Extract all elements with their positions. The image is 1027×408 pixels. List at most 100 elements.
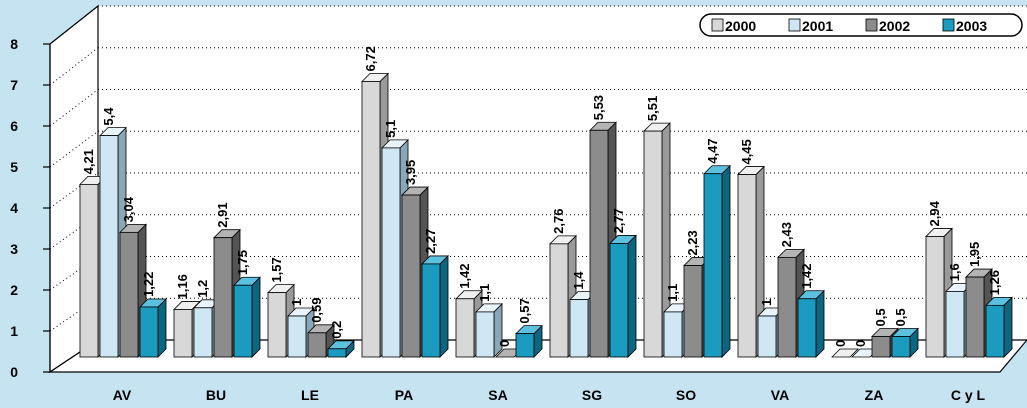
data-label: 2,43 [779, 222, 794, 247]
bar-front [267, 292, 287, 358]
legend-label: 2000 [725, 18, 756, 34]
y-tick-label: 3 [10, 241, 18, 257]
data-label: 3,04 [121, 196, 136, 222]
data-label: 4,45 [739, 139, 754, 164]
legend-swatch [788, 18, 801, 32]
data-label: 1,16 [175, 274, 190, 299]
bar-side [721, 164, 731, 358]
bar-front [643, 130, 663, 358]
bar-front [173, 309, 193, 358]
y-tick-label: 1 [10, 323, 18, 339]
bar-front [663, 311, 683, 358]
bar-front [683, 265, 703, 358]
bar-2003-PA: 2,27 [421, 229, 449, 358]
data-label: 1,2 [195, 280, 210, 298]
bar-2003-BU: 1,75 [233, 250, 261, 358]
bar-front [287, 315, 307, 358]
x-tick-label: LE [301, 387, 319, 403]
x-tick-label: SA [488, 387, 507, 403]
legend-label: 2001 [802, 18, 833, 34]
x-tick-label: SG [582, 387, 602, 403]
data-label: 2,23 [685, 230, 700, 255]
y-tick-label: 8 [10, 36, 18, 52]
bar-front [985, 304, 1005, 358]
bar-front [757, 315, 777, 358]
bar-front [213, 237, 233, 358]
bar-front [737, 174, 757, 358]
bar-front [609, 243, 629, 358]
data-label: 1 [759, 299, 774, 306]
data-label: 1,4 [571, 271, 586, 290]
bar-front [925, 236, 945, 358]
x-tick-label: SO [676, 387, 696, 403]
bar-front [193, 307, 213, 358]
y-tick-label: 6 [10, 118, 18, 134]
bar-front [871, 336, 891, 358]
bar-side [815, 289, 825, 358]
bar-front [965, 276, 985, 358]
data-label: 1,42 [457, 263, 472, 288]
data-label: 0,57 [517, 298, 532, 323]
bar-front [569, 299, 589, 358]
y-tick-label: 2 [10, 282, 18, 298]
bars: 4,21 5,4 3,04 1,22 1,16 1,2 2,91 1,75 1,57 1 0,59 0… [79, 46, 1013, 358]
bar-front [891, 336, 911, 358]
bar-side [439, 254, 449, 358]
data-label: 4,21 [81, 149, 96, 174]
data-label: 5,51 [645, 96, 660, 121]
data-label: 1,26 [987, 270, 1002, 295]
bar-front [475, 311, 495, 358]
data-label: 1,1 [665, 284, 680, 302]
bar-front [233, 284, 253, 358]
data-label: 0,59 [309, 297, 324, 322]
bar-front [401, 194, 421, 358]
x-tick-label: ZA [865, 387, 884, 403]
legend-label: 2003 [956, 18, 987, 34]
bar-top [831, 348, 859, 358]
data-label: 5,1 [383, 120, 398, 138]
data-label: 3,95 [403, 160, 418, 185]
bar-2000-SO: 5,51 [643, 96, 671, 358]
bar-front [361, 81, 381, 358]
data-label: 1,42 [799, 263, 814, 288]
bar-front [797, 298, 817, 358]
data-label: 5,53 [591, 95, 606, 120]
data-label: 0,5 [893, 308, 908, 326]
bar-2003-VA: 1,42 [797, 263, 825, 358]
bar-front [777, 256, 797, 358]
bar-2001-SA: 1,1 [475, 284, 503, 358]
legend: 2000 2001 2002 2003 [699, 13, 1023, 37]
data-label: 2,76 [551, 209, 566, 234]
x-tick-label: AV [113, 387, 132, 403]
data-label: 0 [497, 340, 512, 347]
bar-2002-SG: 5,53 [589, 95, 617, 358]
y-tick-label: 4 [10, 200, 18, 216]
bar-2003-SG: 2,77 [609, 208, 637, 358]
bar-front [99, 135, 119, 358]
bar-side [1003, 296, 1013, 358]
data-label: 1,1 [477, 284, 492, 302]
data-label: 2,94 [927, 200, 942, 226]
y-tick-label: 5 [10, 159, 18, 175]
bar-front [79, 183, 99, 358]
data-label: 1,95 [967, 242, 982, 267]
data-label: 1,22 [141, 272, 156, 297]
bar-front [421, 263, 441, 358]
bar-2000-VA: 4,45 [737, 139, 765, 358]
x-tick-label: BU [206, 387, 226, 403]
bar-front [381, 147, 401, 358]
data-label: 2,91 [215, 202, 230, 227]
x-tick-label: VA [771, 387, 789, 403]
bar-side [157, 298, 167, 358]
bar-2000-ZA: 0 [831, 340, 859, 358]
data-label: 1 [289, 299, 304, 306]
bar-side [493, 302, 503, 358]
legend-swatch [711, 18, 724, 32]
y-tick-label: 0 [10, 364, 18, 380]
bar-2003-C-y-L: 1,26 [985, 270, 1013, 358]
bar-2003-AV: 1,22 [139, 272, 167, 358]
bar-front [945, 290, 965, 358]
bar-front [139, 306, 159, 358]
data-label: 1,6 [947, 263, 962, 281]
bar-2002-LE: 0,59 [307, 297, 335, 358]
